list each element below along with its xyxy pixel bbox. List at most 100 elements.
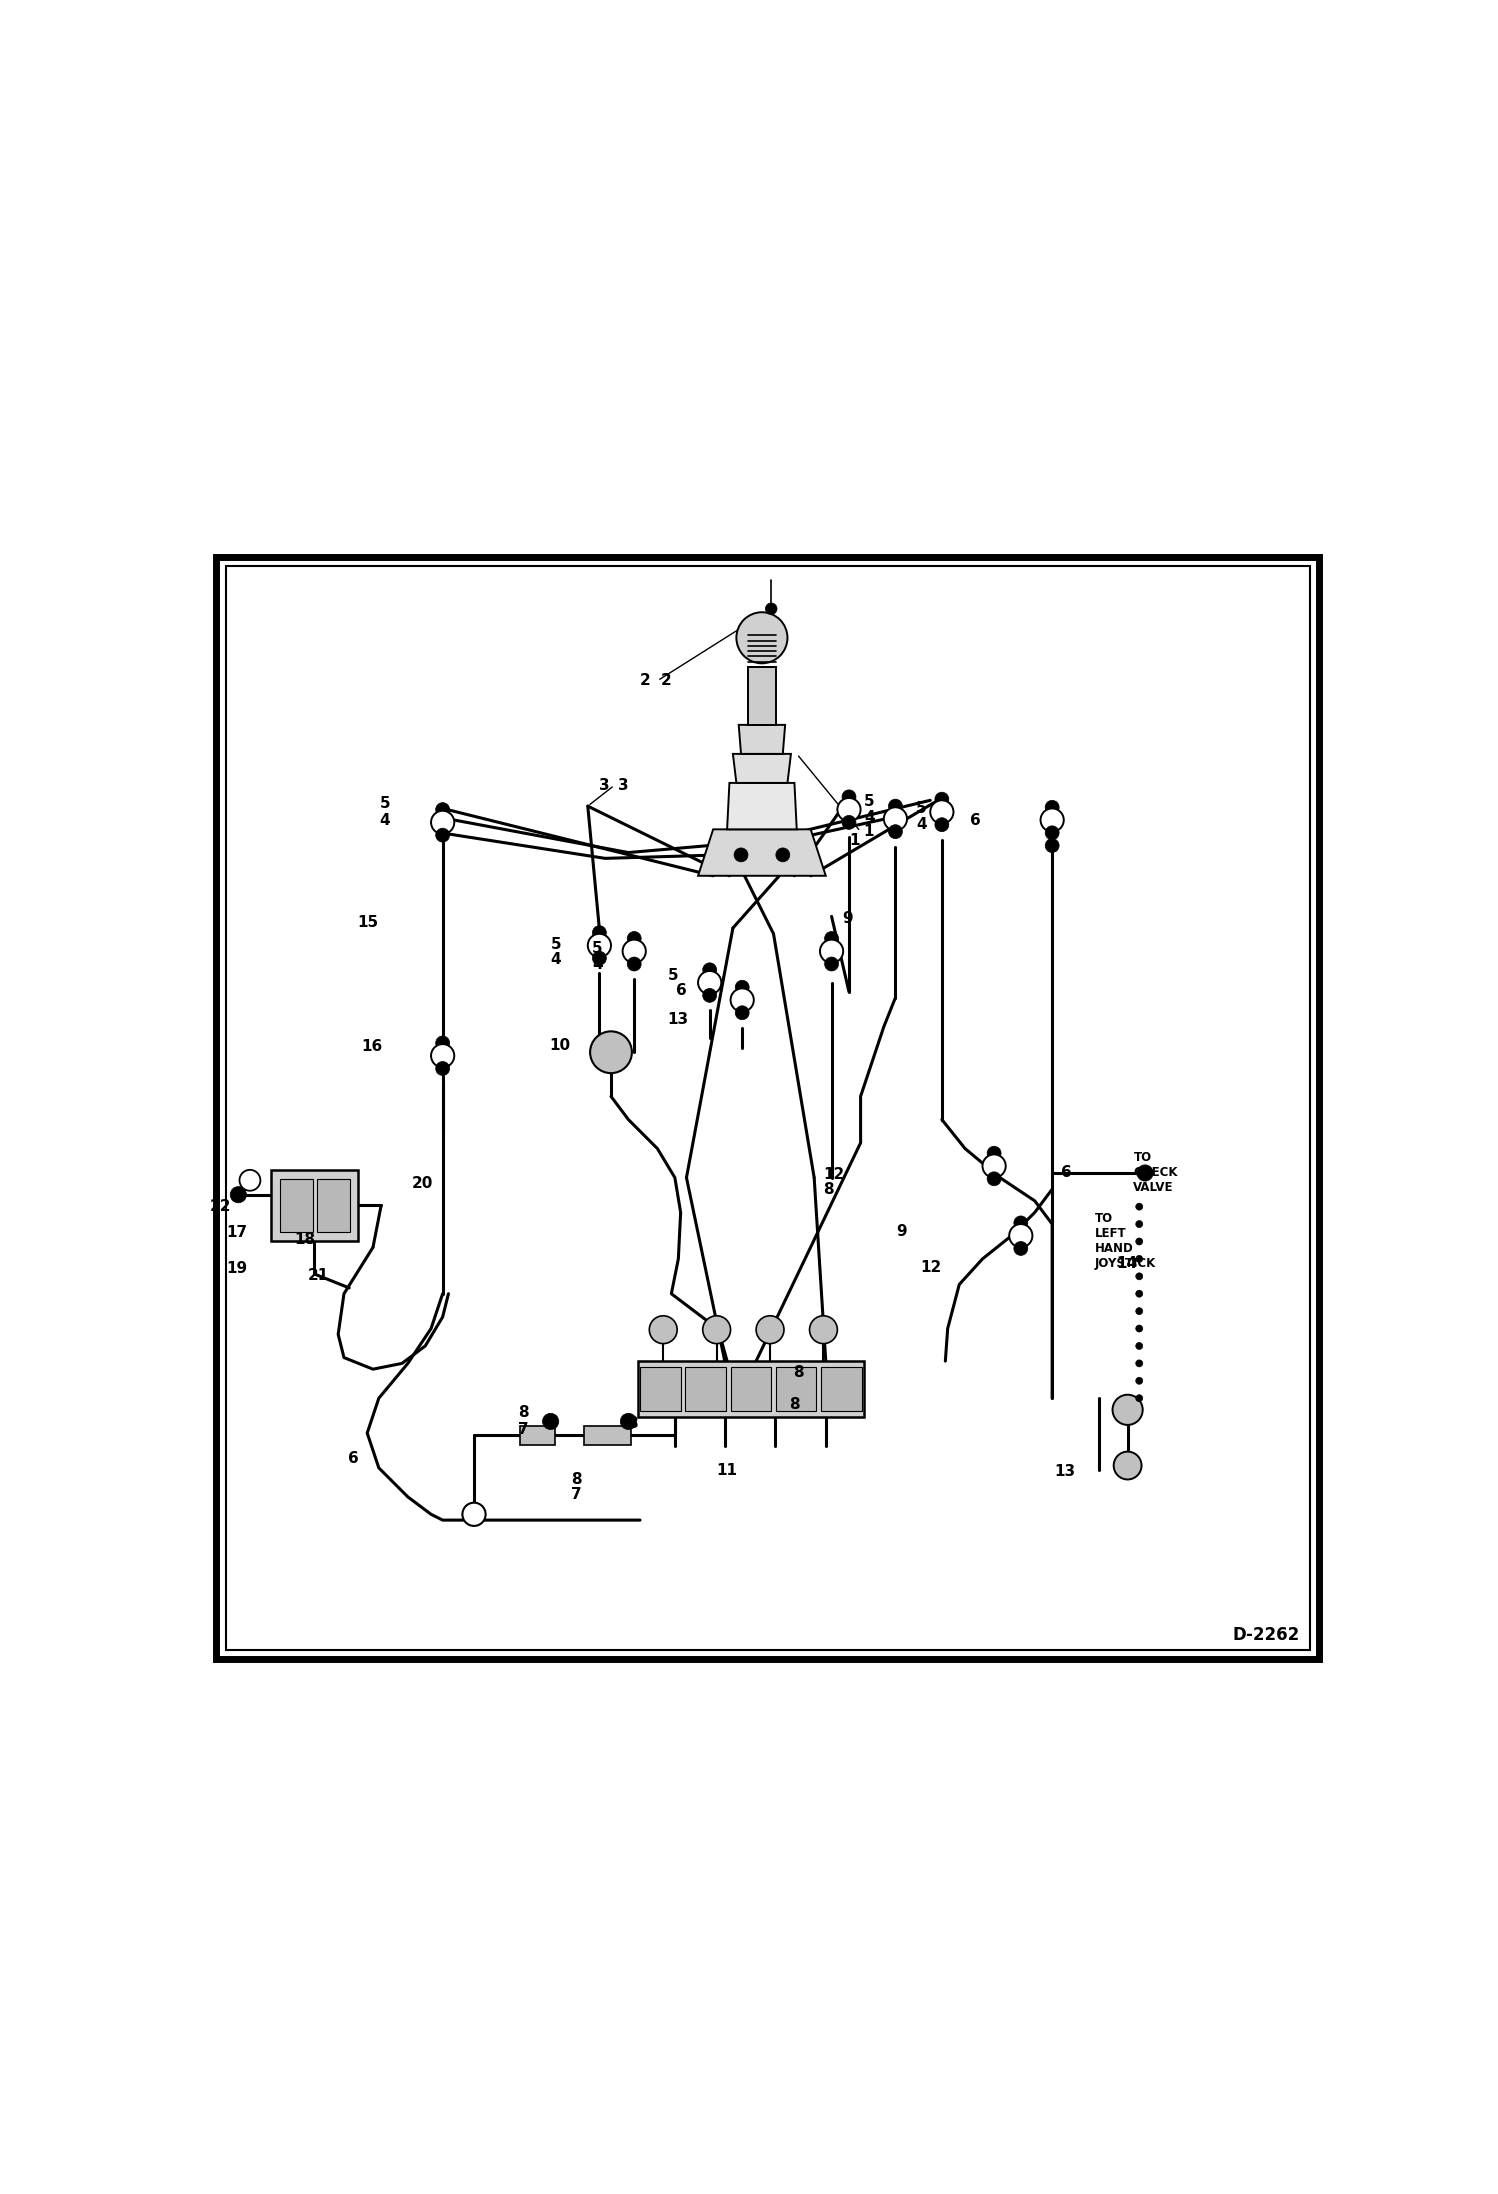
- Text: 8: 8: [628, 1417, 638, 1430]
- Text: 6: 6: [676, 983, 686, 998]
- Text: 14: 14: [1116, 1255, 1137, 1270]
- Circle shape: [1135, 1237, 1143, 1244]
- Circle shape: [1014, 1242, 1028, 1255]
- Circle shape: [703, 987, 716, 1003]
- Text: 15: 15: [358, 915, 379, 930]
- Text: 12: 12: [921, 1259, 942, 1275]
- Circle shape: [1113, 1395, 1143, 1424]
- Circle shape: [463, 1503, 485, 1525]
- Circle shape: [542, 1413, 559, 1430]
- Text: 13: 13: [1055, 1463, 1076, 1479]
- Circle shape: [824, 957, 839, 972]
- Circle shape: [623, 939, 646, 963]
- Bar: [584, 1426, 631, 1444]
- Text: 4: 4: [550, 952, 562, 968]
- Circle shape: [756, 1316, 783, 1343]
- Circle shape: [935, 818, 948, 832]
- Text: TO
LEFT
HAND
JOYSTICK: TO LEFT HAND JOYSTICK: [1095, 1213, 1156, 1270]
- Bar: [776, 1367, 816, 1411]
- Bar: [685, 1367, 727, 1411]
- Text: 12: 12: [822, 1167, 845, 1183]
- Circle shape: [1113, 1452, 1141, 1479]
- Bar: [748, 667, 776, 724]
- Circle shape: [765, 603, 777, 614]
- Text: 13: 13: [668, 1011, 689, 1027]
- Text: 5: 5: [380, 796, 391, 812]
- Circle shape: [935, 792, 948, 805]
- Circle shape: [1135, 1255, 1143, 1262]
- Circle shape: [734, 847, 748, 862]
- Circle shape: [1046, 825, 1059, 840]
- Circle shape: [592, 952, 607, 965]
- Circle shape: [1135, 1360, 1143, 1367]
- Circle shape: [888, 799, 902, 814]
- Circle shape: [736, 981, 749, 994]
- Circle shape: [1046, 801, 1059, 814]
- Text: 9: 9: [842, 911, 852, 926]
- Circle shape: [587, 935, 611, 957]
- Circle shape: [842, 790, 855, 803]
- Circle shape: [1014, 1215, 1028, 1231]
- Circle shape: [1135, 1395, 1143, 1402]
- Text: 4: 4: [864, 810, 875, 825]
- Text: 8: 8: [789, 1398, 800, 1411]
- Circle shape: [809, 1316, 837, 1343]
- Circle shape: [987, 1145, 1001, 1161]
- Circle shape: [1135, 1202, 1143, 1211]
- Text: 8: 8: [824, 1183, 834, 1196]
- Circle shape: [1041, 807, 1064, 832]
- Circle shape: [431, 1044, 454, 1066]
- Circle shape: [628, 932, 641, 946]
- Circle shape: [703, 1316, 731, 1343]
- Circle shape: [1046, 838, 1059, 853]
- Text: 6: 6: [349, 1450, 360, 1466]
- Text: 8: 8: [518, 1404, 529, 1420]
- Circle shape: [231, 1187, 247, 1202]
- Circle shape: [731, 987, 753, 1011]
- Circle shape: [436, 1036, 449, 1051]
- Text: D-2262: D-2262: [1231, 1626, 1299, 1643]
- Circle shape: [842, 816, 855, 829]
- Bar: [271, 1169, 358, 1242]
- Bar: [280, 1178, 313, 1233]
- Text: 6: 6: [969, 812, 981, 827]
- Text: 22: 22: [210, 1200, 231, 1213]
- Text: 19: 19: [226, 1262, 247, 1275]
- Bar: [821, 1367, 861, 1411]
- Text: 10: 10: [550, 1038, 571, 1053]
- Circle shape: [736, 1005, 749, 1020]
- Text: 7: 7: [571, 1488, 581, 1503]
- Circle shape: [1135, 1220, 1143, 1229]
- Text: 7: 7: [518, 1422, 529, 1437]
- Text: 21: 21: [309, 1268, 330, 1283]
- Text: 5: 5: [550, 937, 562, 952]
- Circle shape: [819, 939, 843, 963]
- Text: 8: 8: [571, 1472, 581, 1488]
- Text: 6: 6: [1061, 1165, 1073, 1180]
- Circle shape: [698, 972, 722, 994]
- Circle shape: [1135, 1290, 1143, 1297]
- Polygon shape: [739, 724, 785, 755]
- Circle shape: [1135, 1273, 1143, 1279]
- Text: 17: 17: [226, 1224, 247, 1240]
- Circle shape: [987, 1172, 1001, 1185]
- Circle shape: [884, 807, 906, 832]
- Circle shape: [436, 827, 449, 842]
- Circle shape: [1135, 1308, 1143, 1314]
- Text: 11: 11: [716, 1463, 737, 1479]
- Text: 5: 5: [592, 941, 602, 957]
- Text: 5: 5: [668, 968, 679, 983]
- Circle shape: [824, 932, 839, 946]
- Circle shape: [1135, 1343, 1143, 1349]
- Circle shape: [930, 801, 954, 823]
- Text: 20: 20: [412, 1176, 433, 1191]
- Circle shape: [628, 957, 641, 972]
- Text: 4: 4: [592, 957, 602, 972]
- Text: 3: 3: [599, 777, 610, 792]
- Bar: [318, 1178, 349, 1233]
- Circle shape: [983, 1154, 1005, 1178]
- Bar: [731, 1367, 771, 1411]
- Circle shape: [737, 612, 788, 663]
- Circle shape: [837, 799, 860, 821]
- Circle shape: [590, 1031, 632, 1073]
